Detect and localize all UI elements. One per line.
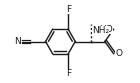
Text: O: O [115, 49, 122, 58]
Text: NH₂: NH₂ [92, 26, 109, 35]
Text: HO: HO [99, 25, 113, 34]
Text: F: F [66, 5, 71, 14]
Text: N: N [14, 37, 21, 46]
Text: F: F [66, 69, 71, 78]
